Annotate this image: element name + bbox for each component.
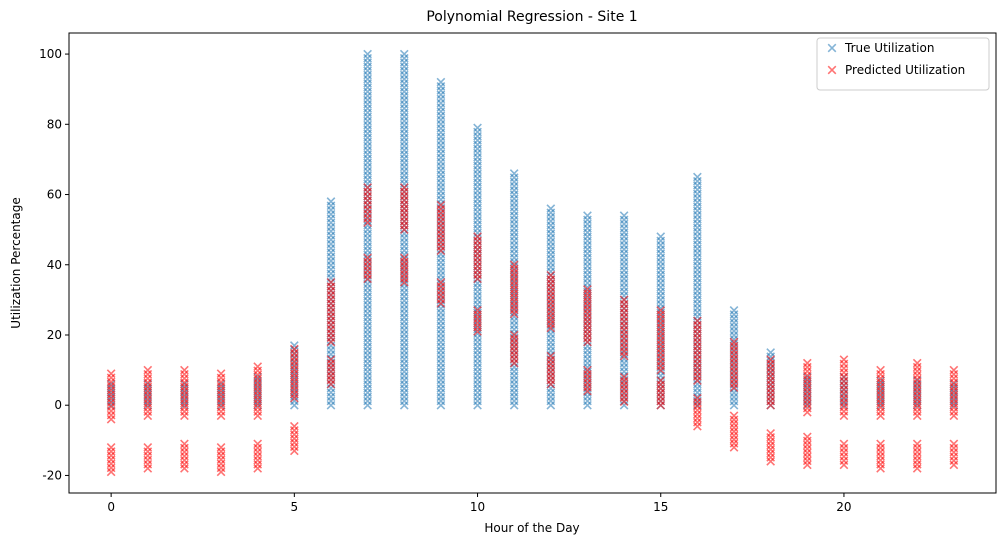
data-point <box>619 372 629 382</box>
chart-title: Polynomial Regression - Site 1 <box>426 9 637 25</box>
data-point <box>473 232 482 242</box>
data-point <box>693 393 702 403</box>
x-tick-label: 0 <box>107 500 115 514</box>
data-point <box>876 365 885 375</box>
data-point <box>766 348 776 357</box>
data-point <box>546 270 556 280</box>
legend-label-true-utilization: True Utilization <box>844 41 934 55</box>
data-point <box>729 337 739 347</box>
data-point <box>289 344 299 354</box>
x-axis-ticks: 0 5 10 15 20 <box>107 493 852 514</box>
data-point <box>363 183 372 192</box>
data-point <box>656 232 666 242</box>
legend-box <box>816 37 990 91</box>
y-tick-label: 100 <box>39 47 62 61</box>
data-point <box>180 365 189 375</box>
x-tick-label: 10 <box>470 500 485 514</box>
y-axis-label: Utilization Percentage <box>9 197 23 328</box>
data-point <box>509 260 519 270</box>
data-point <box>509 330 519 340</box>
data-point <box>766 355 776 364</box>
data-point <box>473 306 482 315</box>
data-point <box>180 439 189 449</box>
plot-frame <box>68 32 997 494</box>
data-point <box>216 442 226 452</box>
data-point <box>326 277 336 287</box>
data-point <box>216 369 226 378</box>
x-tick-label: 20 <box>836 500 851 514</box>
data-point <box>289 341 299 350</box>
data-point <box>546 204 556 213</box>
series-predicted-utilization <box>106 183 959 477</box>
data-point <box>766 428 776 438</box>
data-point <box>583 365 592 375</box>
data-point <box>363 49 372 59</box>
data-point <box>436 277 446 287</box>
data-point <box>546 351 556 361</box>
data-point <box>693 316 702 326</box>
data-point <box>912 439 922 449</box>
data-point <box>436 200 446 210</box>
legend-marker <box>827 65 837 75</box>
data-point <box>216 379 226 389</box>
data-point <box>949 439 959 449</box>
y-tick-label: 40 <box>47 258 62 272</box>
legend-label-predicted-utilization: Predicted Utilization <box>845 63 965 77</box>
y-axis-ticks: -20 0 20 40 60 80 100 <box>39 47 69 482</box>
legend-marker <box>827 43 837 53</box>
data-point <box>436 77 446 87</box>
data-point <box>949 365 959 375</box>
data-point <box>326 197 336 206</box>
data-point <box>473 123 482 133</box>
data-point <box>399 183 409 192</box>
data-point <box>839 439 849 449</box>
data-point <box>583 284 592 294</box>
data-point <box>729 411 739 421</box>
data-point <box>399 253 409 263</box>
data-point <box>106 369 116 378</box>
y-tick-label: 60 <box>47 188 62 202</box>
data-point <box>802 358 812 368</box>
y-tick-label: 20 <box>47 328 62 342</box>
data-point <box>143 442 153 452</box>
data-point <box>326 355 336 364</box>
legend: True Utilization Predicted Utilization <box>816 37 990 91</box>
data-point <box>656 376 666 385</box>
data-point <box>106 442 116 452</box>
y-tick-label: -20 <box>42 468 62 482</box>
data-point <box>876 439 885 449</box>
y-tick-label: 0 <box>54 398 62 412</box>
data-points <box>106 49 959 477</box>
data-point <box>143 365 153 375</box>
x-tick-label: 5 <box>291 500 299 514</box>
data-point <box>399 49 409 59</box>
x-axis-label: Hour of the Day <box>484 521 579 535</box>
data-point <box>289 421 299 431</box>
data-point <box>619 211 629 220</box>
data-point <box>802 432 812 442</box>
data-point <box>912 358 922 368</box>
data-point <box>619 295 629 305</box>
data-point <box>839 355 849 364</box>
data-point <box>693 172 702 182</box>
data-point <box>583 211 592 220</box>
y-tick-label: 80 <box>47 117 62 131</box>
data-point <box>509 169 519 178</box>
data-point <box>363 253 372 263</box>
legend-marker-predicted-utilization <box>827 65 837 75</box>
data-point <box>253 362 263 371</box>
legend-marker-true-utilization <box>827 43 837 53</box>
data-point <box>656 306 666 315</box>
data-point <box>253 439 263 449</box>
data-point <box>729 306 739 315</box>
x-tick-label: 15 <box>653 500 668 514</box>
